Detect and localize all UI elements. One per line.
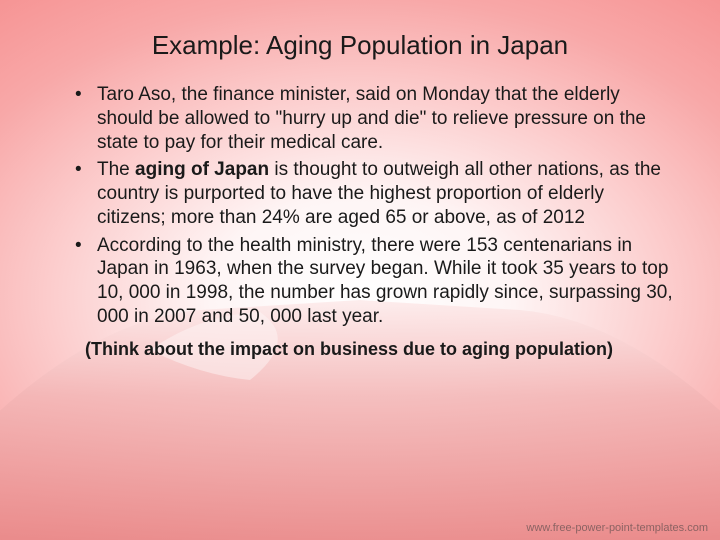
bullet-text: According to the health ministry, there … (97, 235, 673, 327)
watermark: www.free-power-point-templates.com (526, 522, 708, 534)
bullet-item: The aging of Japan is thought to outweig… (75, 158, 675, 229)
bullet-list: Taro Aso, the finance minister, said on … (45, 83, 675, 329)
bullet-item: According to the health ministry, there … (75, 234, 675, 329)
bullet-bold: aging of Japan (135, 159, 269, 180)
bullet-item: Taro Aso, the finance minister, said on … (75, 83, 675, 154)
footer-note: (Think about the impact on business due … (45, 339, 675, 360)
slide-content: Example: Aging Population in Japan Taro … (0, 0, 720, 380)
bullet-text: Taro Aso, the finance minister, said on … (97, 84, 646, 153)
bullet-text: The (97, 159, 135, 180)
slide-title: Example: Aging Population in Japan (45, 30, 675, 61)
